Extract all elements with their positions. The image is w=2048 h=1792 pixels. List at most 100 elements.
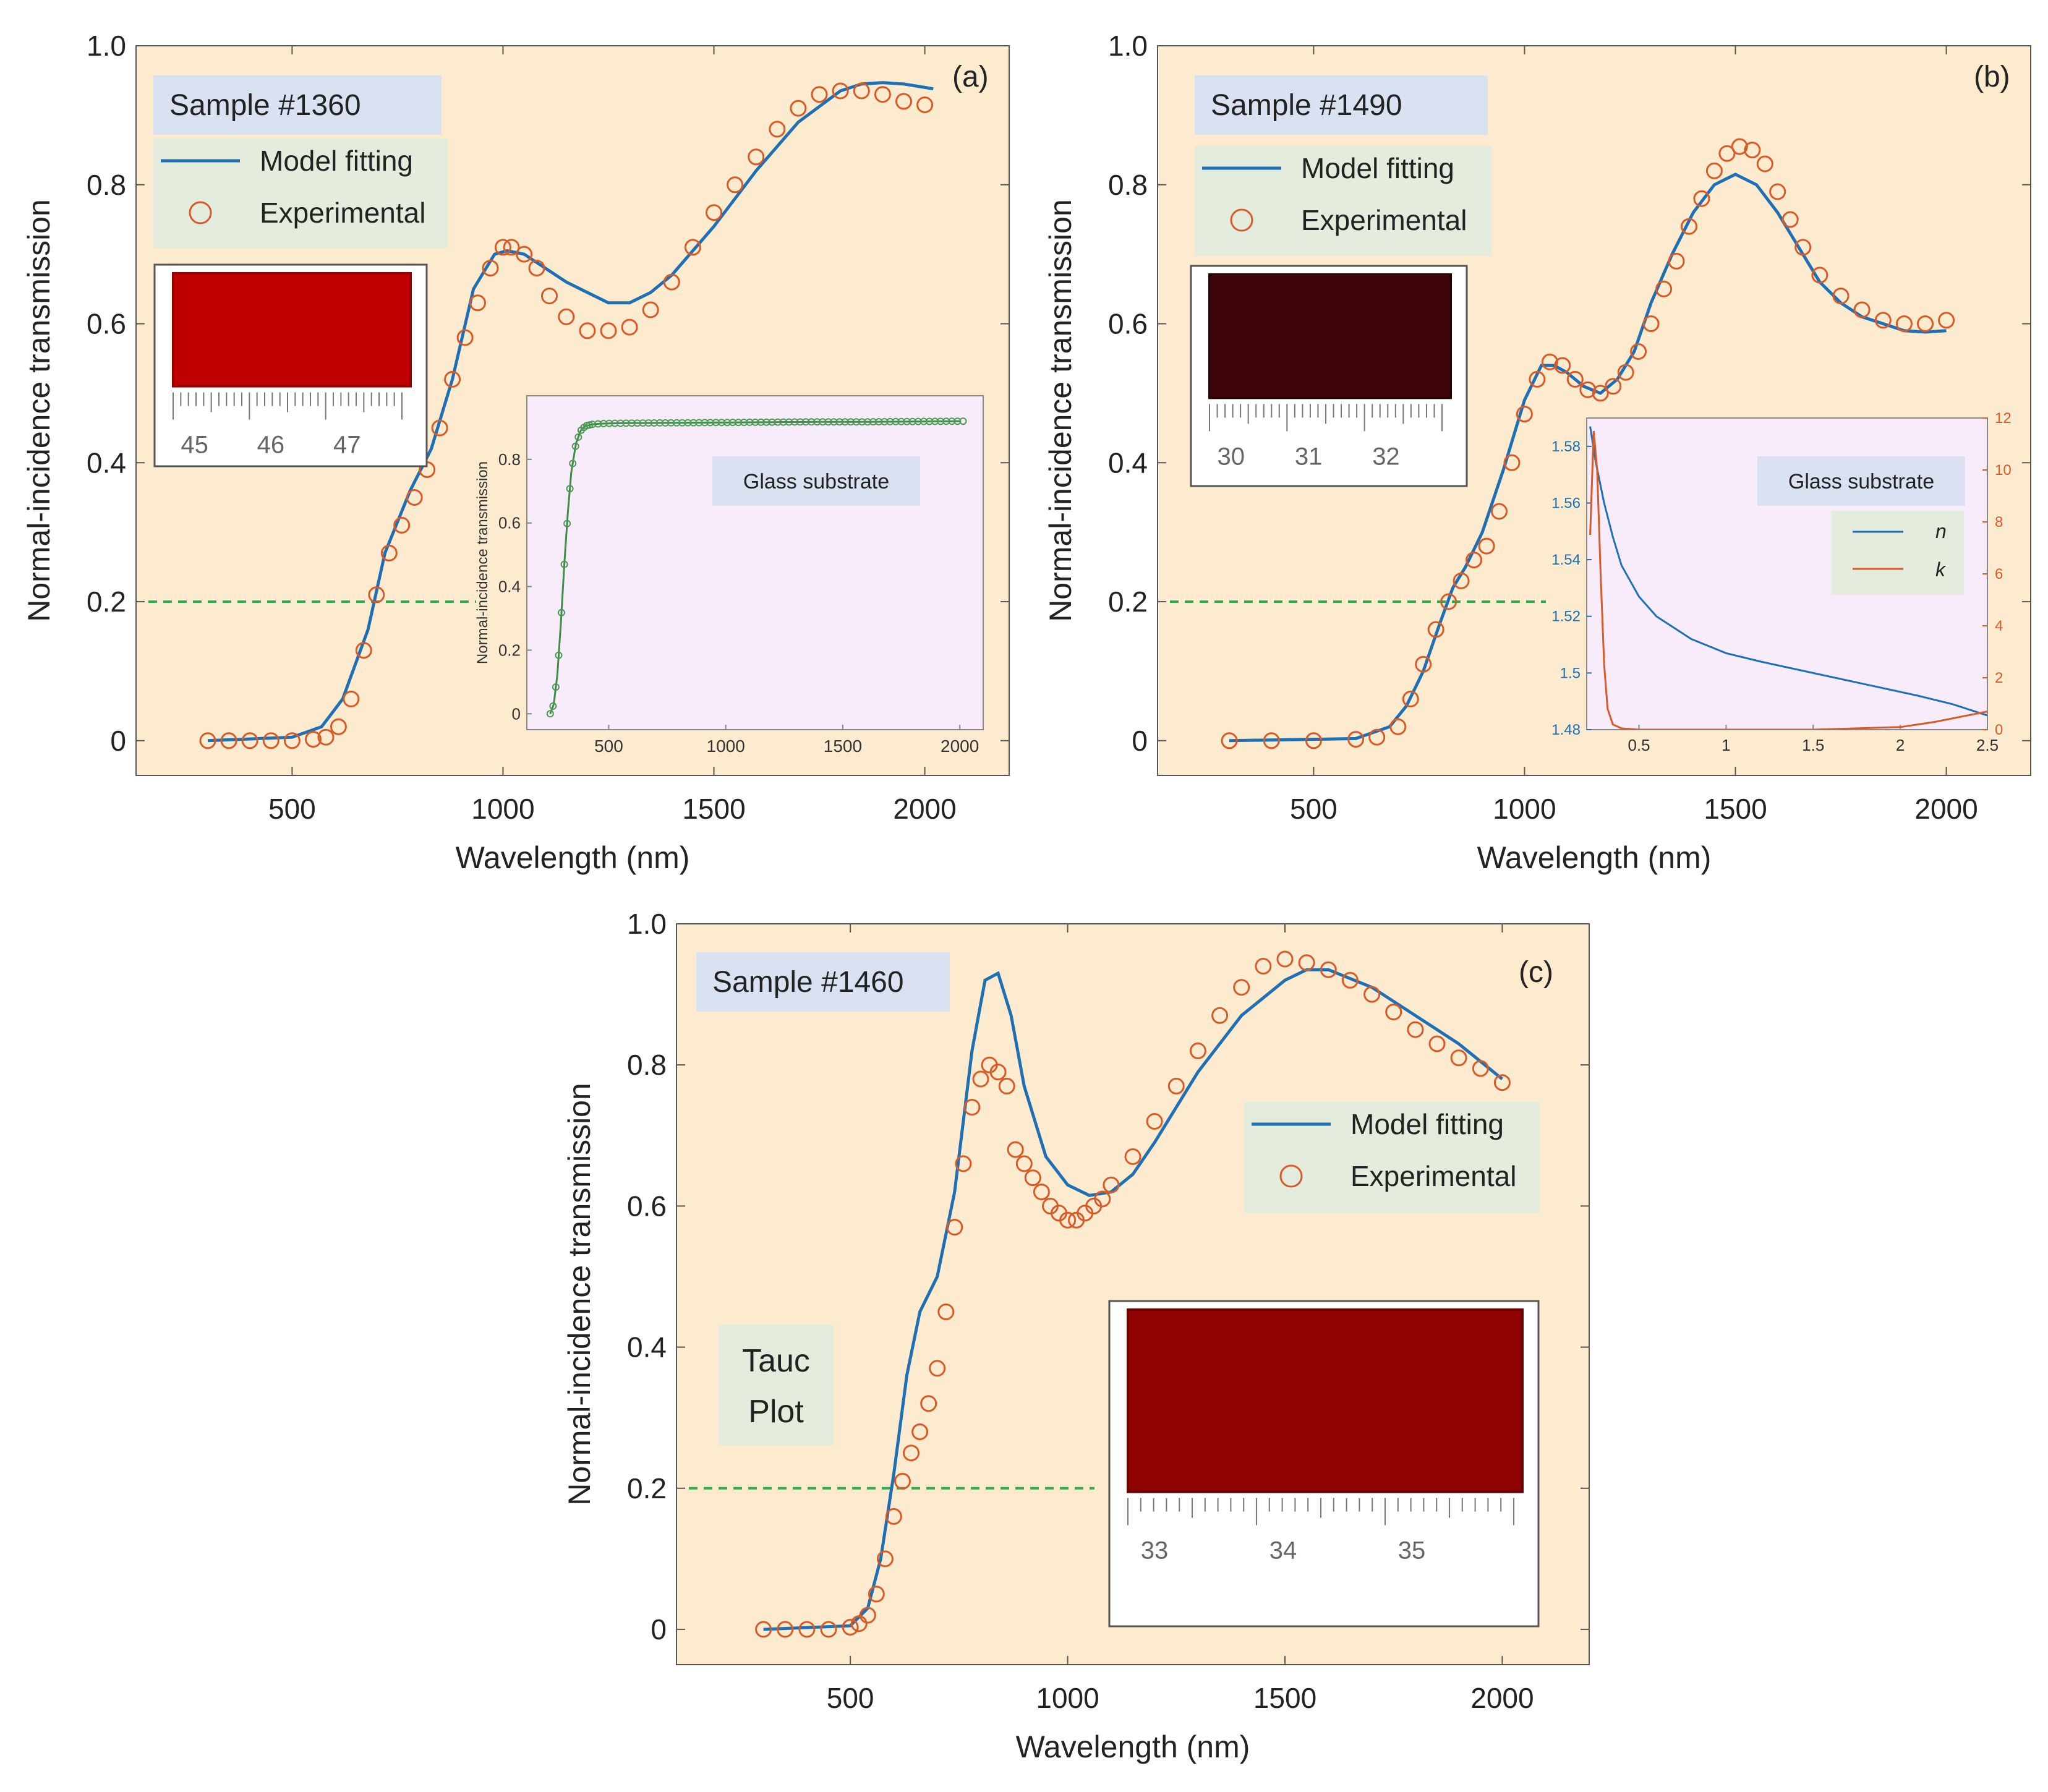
experimental-point	[946, 1219, 963, 1236]
inset-y-right-tick-label: 2	[1995, 670, 2003, 686]
experimental-point	[241, 732, 258, 749]
glass-transmission-point	[546, 710, 554, 718]
sample-label-box	[696, 952, 950, 1012]
experimental-point	[1450, 1049, 1467, 1067]
legend-experimental-label: Experimental	[260, 197, 425, 229]
experimental-point	[1503, 454, 1521, 471]
inset-x-tick-label: 2.5	[1976, 736, 1999, 754]
experimental-point	[955, 1155, 972, 1172]
experimental-point	[1024, 1169, 1041, 1187]
sample-label: Sample #1460	[712, 966, 904, 999]
panel-a: 0 0.2 0.4 0.6 0.8 1.0 500 1000 1500 2000 Wavelengt…	[22, 30, 1010, 875]
inset-x-tick-label: 1500	[824, 736, 862, 756]
y-tick-label: 0.4	[1108, 446, 1148, 479]
experimental-point	[748, 148, 765, 166]
experimental-point	[1731, 138, 1748, 155]
glass-transmission-point	[574, 433, 582, 441]
experimental-point	[911, 1423, 929, 1440]
inset-x-tick-label: 1	[1722, 736, 1730, 754]
y-tick-label: 0	[1132, 725, 1148, 757]
y-tick-label: 0.8	[627, 1049, 667, 1081]
experimental-point	[1756, 155, 1773, 173]
experimental-point	[528, 260, 545, 277]
legend-box	[1195, 146, 1491, 256]
tauc-plot-box	[719, 1325, 834, 1446]
refractive-index-n-line	[1589, 426, 1987, 717]
legend-experimental-swatch	[1279, 1164, 1303, 1188]
x-tick-label: 2000	[1914, 793, 1978, 825]
y-tick-label: 0.8	[1108, 169, 1148, 201]
experimental-point	[1554, 357, 1571, 374]
experimental-point	[1478, 537, 1495, 555]
experimental-point	[393, 516, 411, 534]
experimental-point	[1415, 655, 1432, 673]
inset-y-right-tick-label: 10	[1995, 462, 2012, 479]
experimental-point	[1389, 718, 1407, 735]
inset-y-tick-label: 0.4	[498, 578, 521, 596]
y-tick-label: 0.6	[627, 1190, 667, 1222]
experimental-point	[1103, 1176, 1120, 1193]
legend-model-label: Model fitting	[260, 145, 413, 177]
experimental-point	[1744, 142, 1761, 159]
experimental-point	[1655, 280, 1673, 297]
experimental-point	[431, 419, 448, 437]
experimental-point	[1781, 211, 1799, 228]
experimental-point	[1427, 621, 1444, 638]
experimental-point	[1516, 406, 1533, 423]
panel-letter: (b)	[1974, 61, 2010, 93]
y-tick-label: 0.6	[1108, 308, 1148, 340]
experimental-point	[1320, 961, 1337, 978]
experimental-point	[1255, 958, 1272, 975]
x-tick-label: 1000	[1036, 1682, 1099, 1714]
inset-legend-n-label: n	[1935, 520, 1947, 542]
experimental-point	[1718, 145, 1736, 162]
sample-label: Sample #1490	[1211, 89, 1402, 122]
experimental-point	[1617, 364, 1634, 381]
experimental-point	[868, 1585, 885, 1603]
experimental-point	[1059, 1211, 1077, 1229]
y-tick-label: 0.4	[87, 446, 126, 479]
experimental-point	[355, 642, 372, 659]
experimental-point	[874, 86, 891, 103]
glass-transmission-point	[558, 608, 565, 617]
experimental-point	[1033, 1184, 1050, 1201]
inset-title: Glass substrate	[1788, 470, 1934, 493]
y-tick-label: 0.2	[627, 1472, 667, 1504]
y-tick-label: 1.0	[87, 30, 126, 62]
inset-title-box	[712, 456, 920, 506]
ruler-number: 32	[1372, 443, 1400, 470]
x-axis-title: Wavelength (nm)	[1477, 840, 1712, 875]
experimental-point	[1853, 301, 1871, 318]
experimental-point	[798, 1621, 816, 1638]
experimental-point	[1402, 690, 1419, 707]
inset-y-left-tick-label: 1.48	[1551, 722, 1581, 738]
experimental-point	[330, 718, 347, 735]
experimental-point	[558, 308, 575, 325]
ruler-number: 35	[1398, 1537, 1426, 1564]
y-tick-label: 0.4	[627, 1331, 667, 1363]
inset-x-tick-label: 0.5	[1628, 736, 1650, 754]
inset-y-left-tick-label: 1.5	[1560, 665, 1581, 681]
experimental-point	[963, 1099, 981, 1116]
experimental-point	[1298, 954, 1315, 971]
inset-y-tick-label: 0.8	[498, 450, 521, 469]
experimental-point	[1233, 979, 1250, 996]
panel-c: 0 0.2 0.4 0.6 0.8 1.0 500 1000 1500 2000 Wavelengt…	[562, 908, 1590, 1764]
experimental-point	[1592, 385, 1609, 402]
inset-y-right-tick-label: 0	[1995, 722, 2003, 738]
y-tick-label: 0.2	[1108, 586, 1148, 618]
experimental-point	[1705, 162, 1723, 179]
experimental-point	[684, 239, 701, 256]
ruler-number: 33	[1141, 1537, 1169, 1564]
experimental-point	[1566, 370, 1584, 388]
experimental-point	[1347, 731, 1365, 748]
experimental-point	[1453, 572, 1470, 589]
legend-model-label: Model fitting	[1350, 1108, 1504, 1140]
legend-experimental-label: Experimental	[1350, 1160, 1516, 1192]
legend-experimental-swatch	[1230, 208, 1253, 232]
inset-title-box	[1757, 456, 1965, 506]
experimental-point	[482, 260, 499, 277]
y-tick-label: 0.8	[87, 169, 126, 201]
sample-label-box	[153, 75, 442, 135]
inset-y-right-tick-label: 6	[1995, 566, 2003, 582]
